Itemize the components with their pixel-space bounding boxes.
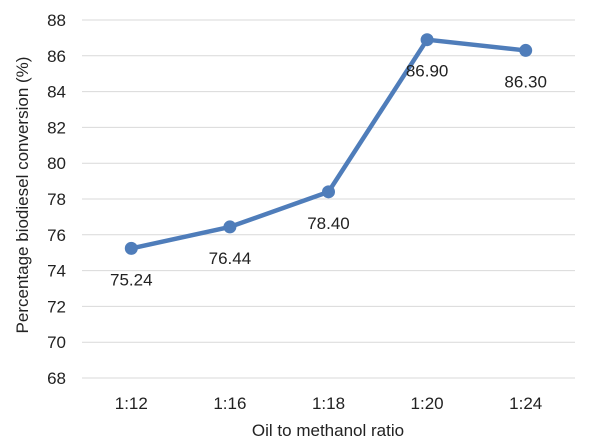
data-point xyxy=(223,220,237,234)
data-point xyxy=(420,33,434,47)
y-tick-label: 76 xyxy=(47,226,66,245)
y-axis-tick-labels: 68 70 72 74 76 78 80 82 84 86 88 xyxy=(47,11,66,388)
x-tick-label: 1:20 xyxy=(411,394,444,413)
y-tick-label: 80 xyxy=(47,154,66,173)
y-tick-label: 78 xyxy=(47,190,66,209)
data-point xyxy=(124,241,138,255)
data-point xyxy=(322,185,335,199)
x-tick-label: 1:24 xyxy=(509,394,542,413)
x-tick-label: 1:18 xyxy=(312,394,345,413)
y-axis-title: Percentage biodiesel conversion (%) xyxy=(13,57,32,334)
data-label: 76.44 xyxy=(209,249,252,268)
y-tick-label: 74 xyxy=(47,262,66,281)
data-label: 86.90 xyxy=(406,62,449,81)
y-tick-label: 70 xyxy=(47,333,66,352)
series-group xyxy=(124,33,533,255)
data-label: 86.30 xyxy=(504,72,547,91)
x-tick-label: 1:16 xyxy=(213,394,246,413)
x-tick-label: 1:12 xyxy=(115,394,148,413)
data-labels: 75.24 76.44 78.40 86.90 86.30 xyxy=(110,62,547,290)
y-tick-label: 68 xyxy=(47,369,66,388)
y-tick-label: 72 xyxy=(47,297,66,316)
y-tick-label: 88 xyxy=(47,11,66,30)
y-tick-label: 84 xyxy=(47,83,66,102)
x-axis-title: Oil to methanol ratio xyxy=(252,421,404,440)
gridlines xyxy=(82,19,575,379)
x-axis-tick-labels: 1:12 1:16 1:18 1:20 1:24 xyxy=(115,394,542,413)
data-label: 78.40 xyxy=(307,214,350,233)
data-label: 75.24 xyxy=(110,270,153,289)
data-point xyxy=(519,43,533,57)
y-tick-label: 82 xyxy=(47,118,66,137)
y-tick-label: 86 xyxy=(47,47,66,66)
